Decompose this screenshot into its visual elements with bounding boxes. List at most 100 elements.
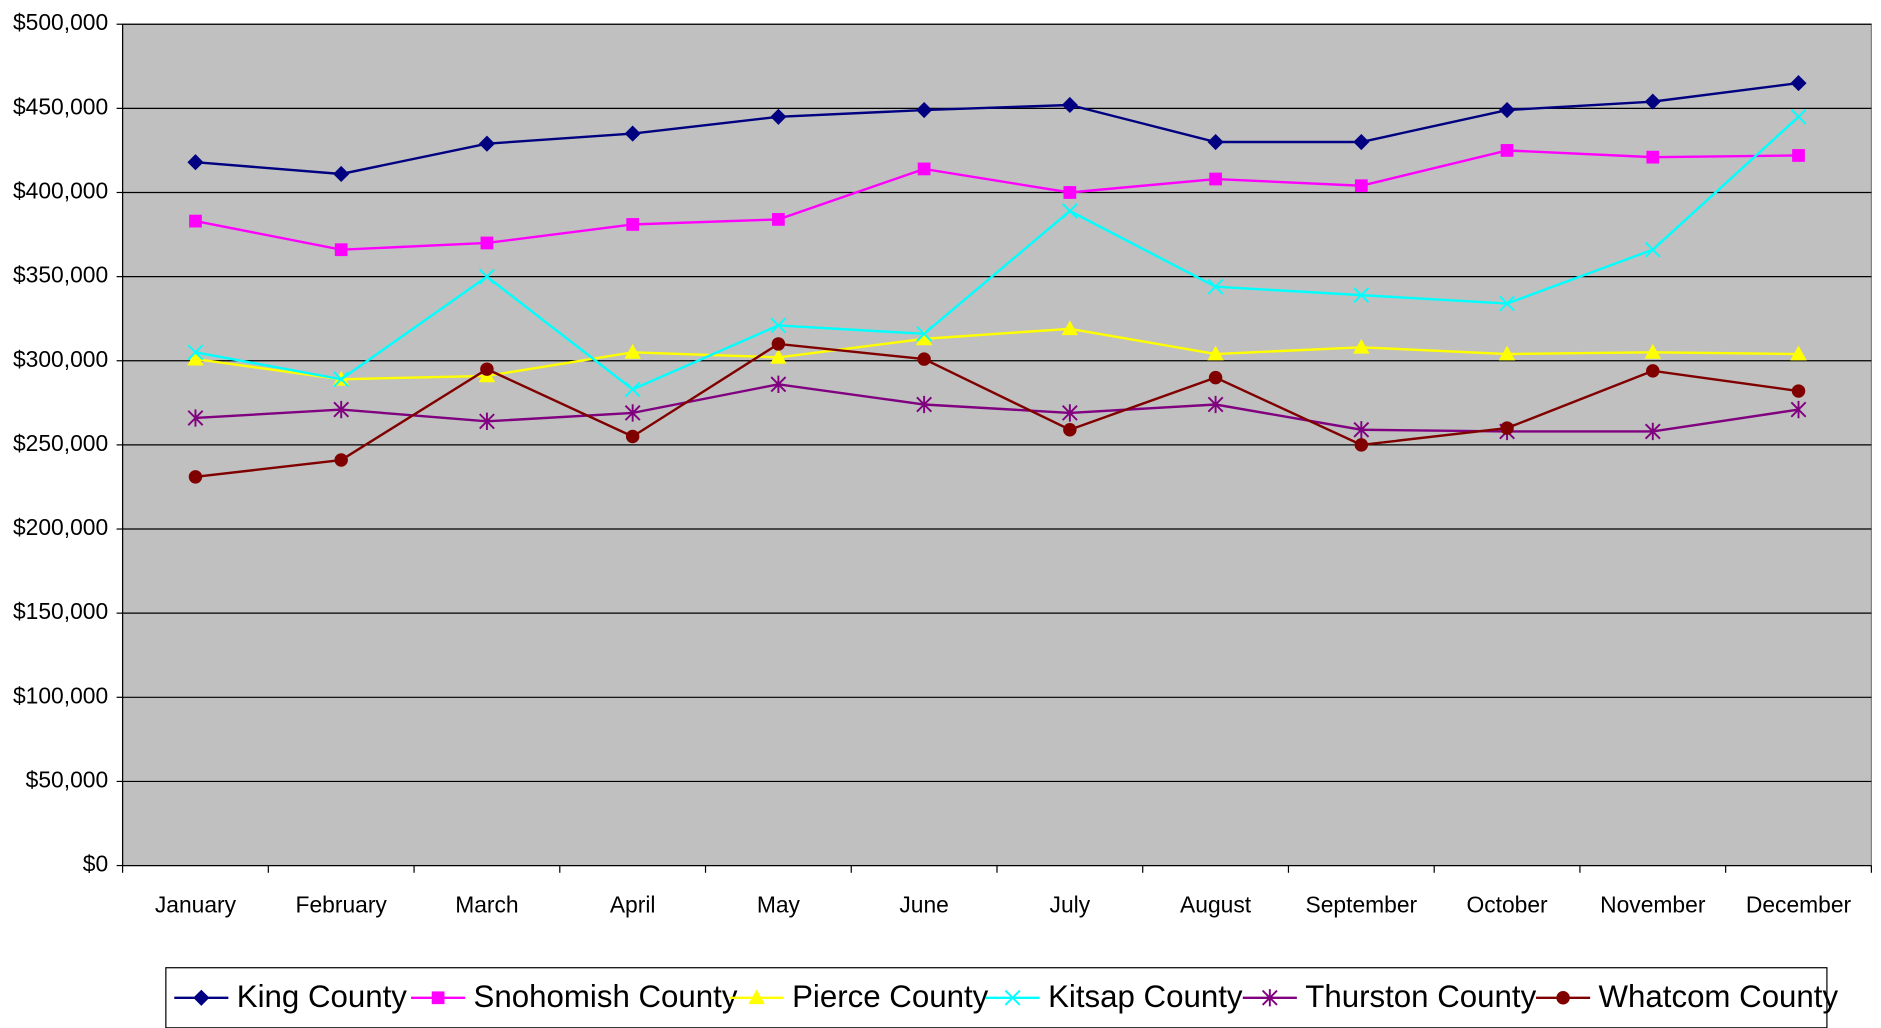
marker [1354,179,1368,193]
legend-label: Pierce County [792,979,989,1014]
x-tick-label: December [1746,891,1852,917]
x-tick-label: April [610,891,656,917]
y-tick-label: $100,000 [13,682,108,708]
marker [770,317,787,334]
marker [1644,241,1661,258]
marker [431,991,445,1005]
marker [334,453,348,467]
marker [1646,150,1660,164]
marker [1207,345,1224,361]
y-tick-label: $300,000 [13,346,108,372]
marker [189,214,202,228]
legend-label: Whatcom County [1599,979,1839,1014]
marker [1207,133,1224,151]
marker [1004,989,1021,1006]
marker [916,395,933,414]
marker [1353,338,1370,354]
marker [480,362,494,376]
y-tick-label: $0 [83,851,108,877]
x-tick-label: October [1466,891,1548,917]
series-line [195,149,1799,251]
marker [916,101,933,119]
x-tick-label: February [296,891,388,917]
marker [1207,278,1224,295]
marker [1061,96,1078,114]
x-tick-label: August [1180,891,1252,917]
marker [624,381,641,398]
marker [334,243,348,257]
legend-label: Snohomish County [474,979,738,1014]
y-tick-label: $200,000 [13,514,108,540]
legend-label: King County [237,979,408,1014]
marker [626,218,640,231]
marker [1498,101,1516,119]
series-line [195,115,1800,391]
marker [1208,370,1223,385]
marker [624,404,641,422]
series-line [195,327,1799,381]
marker [1353,287,1370,304]
marker [772,213,785,226]
marker [1790,345,1807,361]
x-tick-label: July [1050,891,1091,917]
marker [770,375,787,393]
marker [1063,186,1077,199]
marker [1644,422,1661,441]
marker [1207,395,1224,414]
marker [1791,384,1806,398]
marker [1646,364,1660,378]
marker [624,343,641,359]
marker [917,352,931,366]
marker [333,371,350,388]
marker [916,325,933,342]
marker [770,108,787,125]
marker [1644,93,1661,110]
marker [1556,991,1570,1005]
marker [1644,343,1662,359]
y-tick-label: $400,000 [13,178,108,204]
marker [1354,438,1369,452]
marker [480,236,494,250]
x-tick-label: November [1600,891,1706,917]
marker [187,409,204,427]
legend-label: Thurston County [1305,979,1536,1014]
y-tick-label: $250,000 [13,430,108,456]
marker [1061,320,1079,336]
marker [624,125,641,142]
marker [1500,144,1514,157]
marker [748,989,765,1005]
x-tick-label: March [455,891,518,917]
x-tick-label: June [899,891,949,917]
x-tick-label: May [757,891,801,917]
marker [625,429,640,444]
marker [333,400,350,419]
legend-label: Kitsap County [1048,979,1243,1014]
marker [1792,149,1805,162]
y-tick-label: $50,000 [26,766,109,792]
marker [1261,989,1278,1007]
marker [1498,345,1516,361]
marker [188,470,203,484]
marker [333,165,350,183]
marker [1061,203,1078,219]
y-tick-label: $450,000 [13,93,108,119]
x-tick-label: September [1305,891,1417,917]
marker [1790,400,1807,419]
marker [187,350,204,366]
marker [917,162,931,176]
marker [478,135,495,152]
marker [479,268,495,285]
series-line [195,342,1799,479]
marker [771,337,786,351]
marker [1209,172,1222,186]
marker [1353,133,1370,151]
marker [1353,421,1370,439]
marker [1500,421,1514,435]
marker [1790,108,1807,125]
marker [1063,423,1077,437]
marker [193,989,210,1006]
marker [1790,75,1807,92]
series-line [195,81,1799,176]
series-line [195,383,1799,433]
